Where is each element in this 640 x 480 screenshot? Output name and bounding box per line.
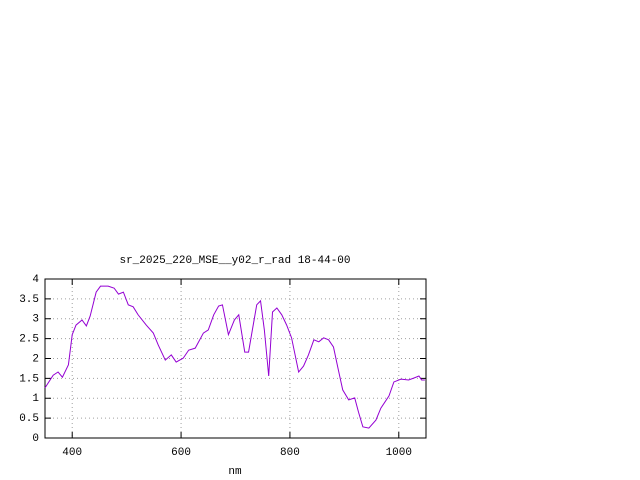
y-tick-label: 3 [32,314,39,326]
y-tick-label: 2 [32,353,39,365]
y-tick-label: 1.5 [19,373,39,385]
chart-title: sr_2025_220_MSE__y02_r_rad 18-44-00 [119,255,350,267]
y-tick-label: 0.5 [19,413,39,425]
y-tick-label: 0 [32,433,39,445]
y-tick-label: 2.5 [19,334,39,346]
y-tick-label: 3.5 [19,294,39,306]
x-axis-label: nm [228,466,242,478]
y-tick-label: 1 [32,393,39,405]
x-tick-label: 800 [280,447,300,459]
x-tick-label: 1000 [386,447,412,459]
data-line [44,285,425,429]
x-tick-label: 400 [62,447,82,459]
x-tick-label: 600 [171,447,191,459]
y-tick-label: 4 [32,274,39,286]
plot-frame [44,278,427,439]
